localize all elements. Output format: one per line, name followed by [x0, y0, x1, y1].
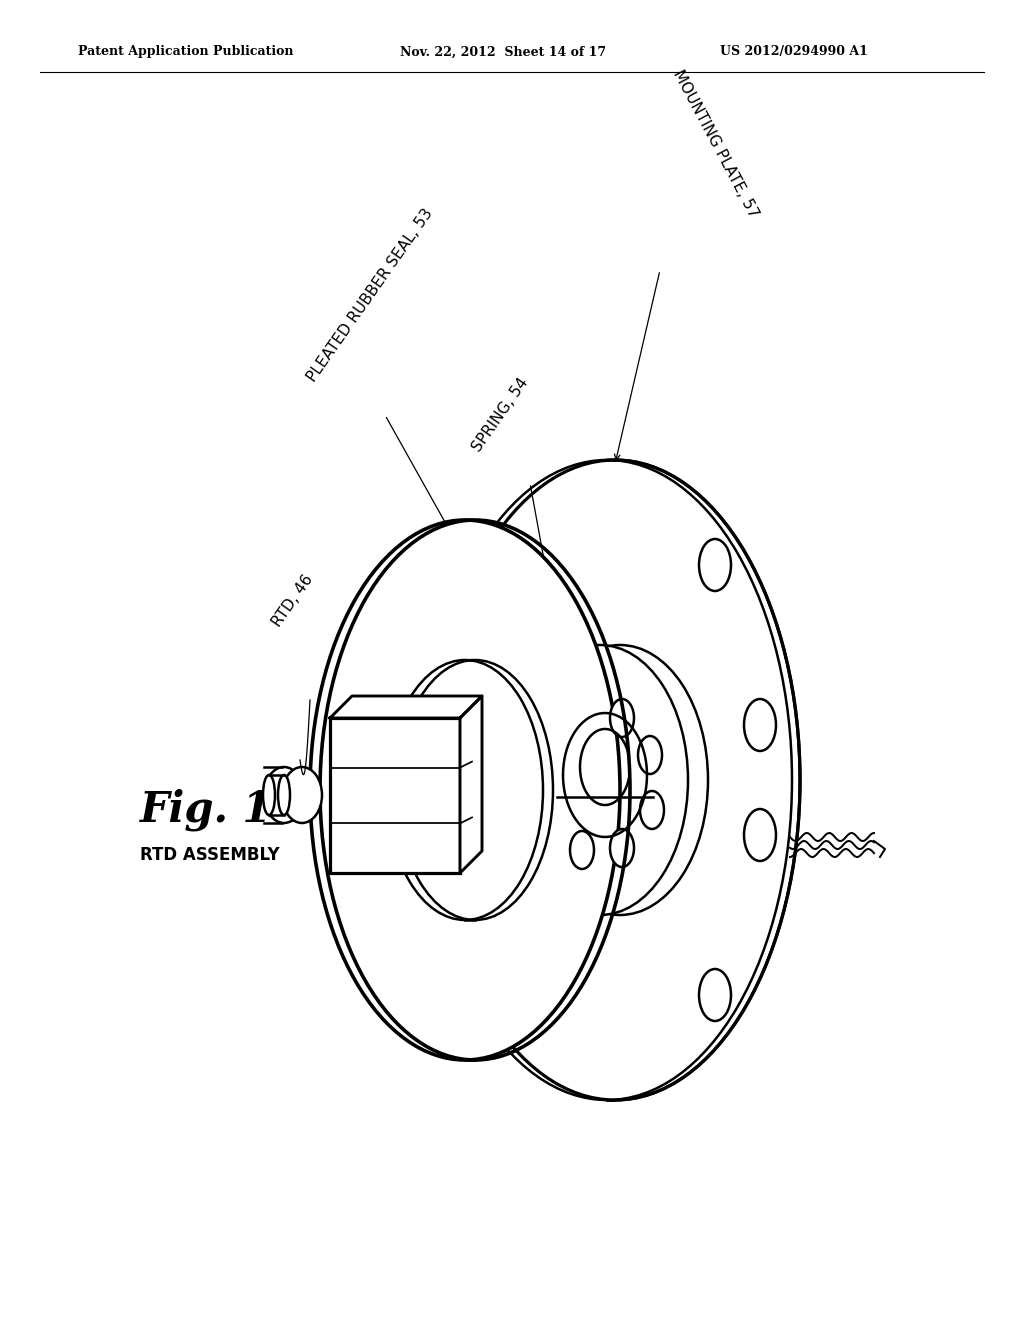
Ellipse shape — [422, 459, 792, 1100]
Ellipse shape — [699, 539, 731, 591]
Text: Nov. 22, 2012  Sheet 14 of 17: Nov. 22, 2012 Sheet 14 of 17 — [400, 45, 606, 58]
Ellipse shape — [610, 829, 634, 867]
Text: Patent Application Publication: Patent Application Publication — [78, 45, 294, 58]
Polygon shape — [330, 696, 482, 718]
Ellipse shape — [264, 767, 304, 822]
Ellipse shape — [699, 969, 731, 1020]
Text: SPRING, 54: SPRING, 54 — [470, 376, 531, 455]
Ellipse shape — [278, 775, 290, 814]
Ellipse shape — [512, 645, 688, 915]
Ellipse shape — [532, 645, 708, 915]
Ellipse shape — [430, 459, 800, 1100]
Ellipse shape — [570, 832, 594, 869]
Ellipse shape — [744, 809, 776, 861]
Ellipse shape — [310, 520, 620, 1060]
Polygon shape — [460, 696, 482, 873]
Text: MOUNTING PLATE, 57: MOUNTING PLATE, 57 — [670, 67, 761, 220]
Ellipse shape — [610, 700, 634, 737]
Text: RTD, 46: RTD, 46 — [270, 573, 316, 630]
Bar — [330, 718, 460, 873]
Ellipse shape — [744, 700, 776, 751]
Ellipse shape — [387, 660, 543, 920]
Ellipse shape — [282, 767, 322, 822]
Text: PLEATED RUBBER SEAL, 53: PLEATED RUBBER SEAL, 53 — [305, 206, 436, 385]
Text: Fig. 14: Fig. 14 — [140, 789, 301, 832]
Text: US 2012/0294990 A1: US 2012/0294990 A1 — [720, 45, 868, 58]
Ellipse shape — [263, 775, 275, 814]
Ellipse shape — [638, 737, 662, 774]
Ellipse shape — [640, 791, 664, 829]
Text: RTD ASSEMBLY: RTD ASSEMBLY — [140, 846, 280, 865]
